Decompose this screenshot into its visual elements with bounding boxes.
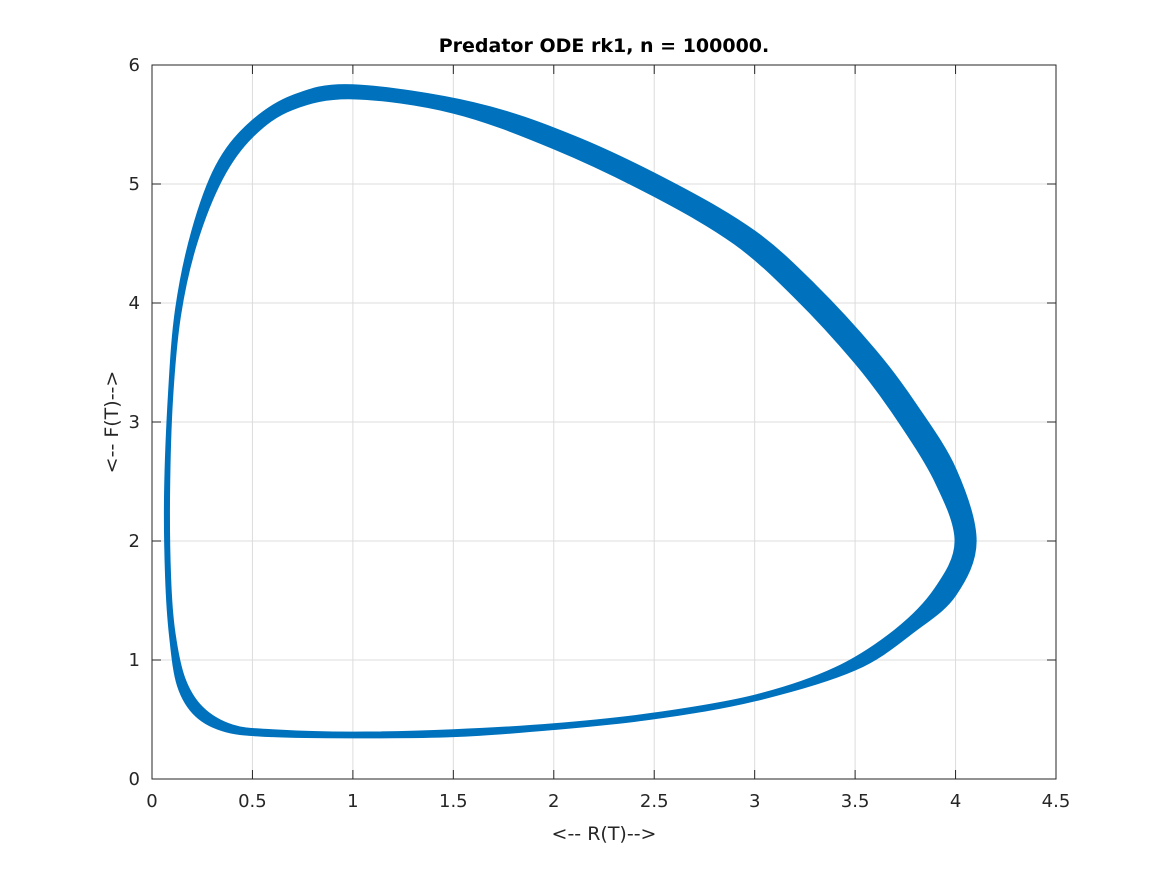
y-tick-label: 5 (129, 174, 140, 195)
y-tick-label: 3 (129, 412, 140, 433)
y-tick-label: 1 (129, 650, 140, 671)
ticks: 0 0.5 1 1.5 2 2.5 3 3.5 4 4.5 0 1 2 3 4 5 6 (129, 55, 1071, 812)
x-tick-label: 1.5 (439, 791, 468, 812)
orbit-outer-line (163, 84, 977, 739)
y-axis-label: <-- F(T)--> (101, 371, 123, 474)
x-tick-label: 3.5 (841, 791, 870, 812)
x-axis-label: <-- R(T)--> (552, 823, 657, 845)
plot-area: 0 0.5 1 1.5 2 2.5 3 3.5 4 4.5 0 1 2 3 4 5 6 (129, 55, 1071, 812)
x-tick-label: 3 (749, 791, 760, 812)
x-tick-label: 4 (950, 791, 961, 812)
series-layer (163, 84, 977, 739)
x-tick-label: 4.5 (1042, 791, 1071, 812)
x-tick-label: 0 (146, 791, 157, 812)
y-tick-label: 0 (129, 769, 140, 790)
x-tick-label: 2 (548, 791, 559, 812)
y-tick-label: 2 (129, 531, 140, 552)
y-tick-label: 4 (129, 293, 140, 314)
orbit-inner-line (167, 97, 957, 734)
orbit-band (164, 85, 976, 738)
x-tick-label: 0.5 (238, 791, 267, 812)
y-tick-label: 6 (129, 55, 140, 76)
x-tick-label: 2.5 (640, 791, 669, 812)
chart-title: Predator ODE rk1, n = 100000. (439, 35, 770, 57)
x-tick-label: 1 (347, 791, 358, 812)
